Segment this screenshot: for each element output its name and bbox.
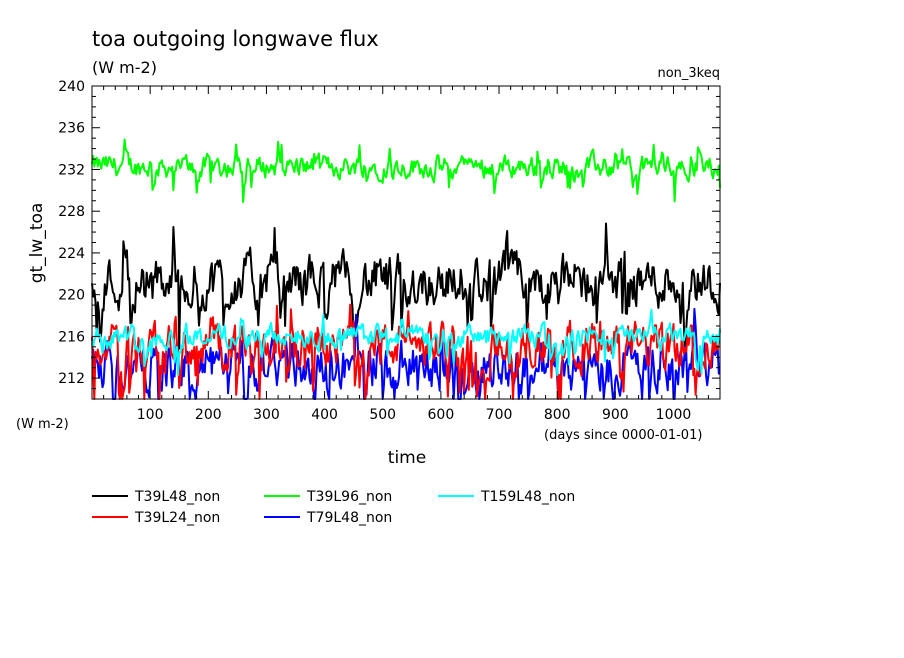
series-line-T79L48_non (91, 307, 721, 400)
x-tick-label: 800 (544, 407, 571, 423)
series-line-T39L24_non (91, 303, 721, 400)
x-axis-label: time (388, 448, 426, 468)
series-line-T159L48_non (91, 308, 721, 376)
y-tick-label: 220 (58, 288, 85, 304)
x-tick-label: 400 (311, 407, 338, 423)
y-axis-label: gt_lw_toa (27, 203, 47, 284)
y-axis-units: (W m-2) (16, 417, 69, 432)
run-label: non_3keq (657, 66, 720, 81)
y-ticks: 212 216 220 224 228 232 236 240 (58, 79, 720, 390)
series-layer (91, 138, 721, 400)
chart-subtitle: (W m-2) (92, 58, 157, 77)
x-tick-label: 600 (428, 407, 455, 423)
y-tick-label: 240 (58, 79, 85, 95)
y-tick-label: 232 (58, 162, 85, 178)
x-tick-label: 1000 (656, 407, 692, 423)
legend-label: T159L48_non (480, 489, 575, 505)
x-tick-label: 100 (137, 407, 164, 423)
y-tick-label: 224 (58, 246, 85, 262)
y-tick-label: 216 (58, 329, 85, 345)
x-tick-label: 500 (369, 407, 396, 423)
legend-label: T39L24_non (134, 510, 220, 526)
legend-label: T79L48_non (306, 510, 392, 526)
y-tick-label: 236 (58, 121, 85, 137)
series-line-T39L48_non (91, 222, 721, 362)
series-line-T39L96_non (91, 138, 721, 204)
legend-label: T39L48_non (134, 489, 220, 505)
legend: T39L48_non T39L96_non T159L48_non T39L24_no… (92, 489, 575, 526)
x-tick-label: 700 (486, 407, 513, 423)
x-ticks: 100 200 300 400 500 600 700 800 900 1000 (103, 86, 709, 423)
legend-label: T39L96_non (306, 489, 392, 505)
x-tick-label: 900 (602, 407, 629, 423)
y-tick-label: 228 (58, 204, 85, 220)
x-tick-label: 300 (253, 407, 280, 423)
x-axis-units: (days since 0000-01-01) (544, 428, 702, 443)
y-tick-label: 212 (58, 371, 85, 387)
chart-title: toa outgoing longwave flux (92, 27, 379, 51)
x-tick-label: 200 (195, 407, 222, 423)
